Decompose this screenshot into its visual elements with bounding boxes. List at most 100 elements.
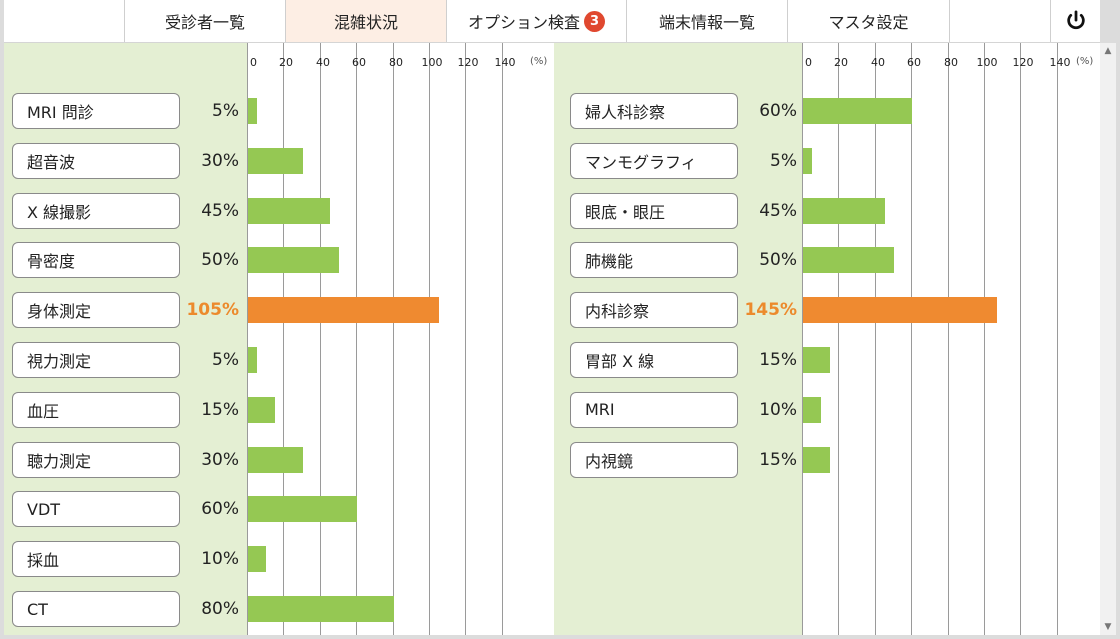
gridline bbox=[838, 43, 839, 635]
congestion-bar bbox=[248, 546, 267, 573]
gridline bbox=[429, 43, 430, 635]
gridline bbox=[1020, 43, 1021, 635]
congestion-percent: 10% bbox=[201, 549, 239, 570]
station-label[interactable]: X 線撮影 bbox=[12, 192, 180, 229]
station-label[interactable]: 眼底・眼圧 bbox=[570, 192, 738, 229]
congestion-bar bbox=[803, 446, 831, 473]
gridline bbox=[393, 43, 394, 635]
tab-label: オプション検査 bbox=[467, 13, 580, 32]
station-label[interactable]: 内科診察 bbox=[570, 292, 738, 329]
station-label[interactable]: 肺機能 bbox=[570, 242, 738, 279]
x-tick-label: 140 bbox=[1049, 56, 1071, 69]
congestion-percent: 30% bbox=[201, 449, 239, 470]
station-label[interactable]: VDT bbox=[12, 491, 180, 528]
tab-patient-list[interactable]: 受診者一覧 bbox=[124, 0, 285, 42]
congestion-percent: 45% bbox=[201, 200, 239, 221]
congestion-bar bbox=[803, 396, 822, 423]
gridline bbox=[356, 43, 357, 635]
tab-label: 混雑状況 bbox=[333, 13, 398, 32]
congestion-bar bbox=[248, 247, 339, 274]
gridline bbox=[320, 43, 321, 635]
x-tick-label: 80 bbox=[944, 56, 958, 69]
congestion-bar bbox=[248, 347, 258, 373]
x-tick-label: 60 bbox=[352, 56, 366, 69]
congestion-percent: 15% bbox=[759, 350, 797, 370]
tab-option-exam[interactable]: オプション検査 3 bbox=[446, 0, 626, 42]
station-label[interactable]: 骨密度 bbox=[12, 242, 180, 279]
scroll-down-arrow[interactable]: ▼ bbox=[1104, 622, 1112, 632]
congestion-bar bbox=[248, 446, 303, 473]
congestion-percent: 145% bbox=[744, 300, 797, 321]
x-tick-label: 40 bbox=[316, 56, 330, 69]
x-tick-label: 80 bbox=[389, 56, 403, 69]
gridline bbox=[911, 43, 912, 635]
gridline bbox=[502, 43, 503, 635]
station-label[interactable]: CT bbox=[12, 591, 180, 627]
tab-label: マスタ設定 bbox=[828, 13, 909, 32]
top-nav: 受診者一覧 混雑状況 オプション検査 3 端末情報一覧 マスタ設定 bbox=[4, 0, 1100, 43]
gridline bbox=[283, 43, 284, 635]
station-label[interactable]: 超音波 bbox=[12, 142, 180, 179]
gridline bbox=[465, 43, 466, 635]
station-label[interactable]: 婦人科診察 bbox=[570, 93, 738, 129]
congestion-bar bbox=[248, 147, 303, 174]
congestion-bar bbox=[803, 247, 894, 274]
congestion-bar-over bbox=[248, 297, 440, 324]
congestion-percent: 10% bbox=[759, 399, 797, 420]
congestion-bar bbox=[803, 147, 813, 174]
station-label[interactable]: 身体測定 bbox=[12, 292, 180, 329]
tab-congestion[interactable]: 混雑状況 bbox=[285, 0, 446, 42]
gridline bbox=[1057, 43, 1058, 635]
x-axis-unit: (%) bbox=[1076, 56, 1094, 67]
congestion-percent: 5% bbox=[212, 101, 239, 121]
station-label[interactable]: 視力測定 bbox=[12, 342, 180, 378]
scroll-up-arrow[interactable]: ▲ bbox=[1104, 46, 1112, 56]
power-button[interactable] bbox=[1050, 0, 1100, 42]
panel-background bbox=[4, 43, 247, 635]
gridline bbox=[984, 43, 985, 635]
x-tick-label: 120 bbox=[457, 56, 479, 69]
power-icon bbox=[1067, 10, 1085, 30]
congestion-percent: 5% bbox=[212, 350, 239, 370]
panel-background bbox=[554, 43, 802, 635]
congestion-percent: 30% bbox=[201, 150, 239, 171]
gridline bbox=[875, 43, 876, 635]
x-tick-label: 0 bbox=[805, 56, 812, 69]
congestion-percent: 80% bbox=[201, 599, 239, 619]
congestion-bar bbox=[248, 98, 258, 124]
congestion-percent: 15% bbox=[759, 449, 797, 470]
station-label[interactable]: マンモグラフィ bbox=[570, 142, 738, 179]
x-tick-label: 20 bbox=[834, 56, 848, 69]
x-tick-label: 120 bbox=[1012, 56, 1034, 69]
station-label[interactable]: 採血 bbox=[12, 541, 180, 578]
x-tick-label: 60 bbox=[907, 56, 921, 69]
congestion-percent: 5% bbox=[770, 150, 797, 171]
congestion-panel-left: 0 20 40 60 80 100 120 140 (%) MRI 問診 5% 超音波 30% X 線撮影… bbox=[4, 43, 554, 635]
congestion-bar bbox=[803, 197, 885, 224]
chart-area: 0 20 40 60 80 100 120 140 (%) bbox=[247, 43, 554, 635]
congestion-bar-over bbox=[803, 297, 997, 324]
x-tick-label: 40 bbox=[871, 56, 885, 69]
gridline bbox=[802, 43, 803, 635]
x-tick-label: 100 bbox=[976, 56, 998, 69]
x-tick-label: 0 bbox=[250, 56, 257, 69]
scrollbar[interactable]: ▲ ▼ bbox=[1100, 43, 1116, 635]
gridline bbox=[948, 43, 949, 635]
tab-terminal-list[interactable]: 端末情報一覧 bbox=[626, 0, 787, 42]
station-label[interactable]: MRI bbox=[570, 391, 738, 428]
tab-label: 端末情報一覧 bbox=[658, 13, 755, 32]
station-label[interactable]: 血圧 bbox=[12, 391, 180, 428]
congestion-percent: 45% bbox=[759, 200, 797, 221]
app-window: 受診者一覧 混雑状況 オプション検査 3 端末情報一覧 マスタ設定 0 20 40 6… bbox=[4, 0, 1100, 635]
congestion-bar bbox=[803, 347, 831, 373]
station-label[interactable]: 胃部 X 線 bbox=[570, 342, 738, 378]
x-axis-unit: (%) bbox=[530, 56, 548, 67]
station-label[interactable]: MRI 問診 bbox=[12, 93, 180, 129]
station-label[interactable]: 内視鏡 bbox=[570, 441, 738, 478]
chart-area: 0 20 40 60 80 100 120 140 (%) bbox=[802, 43, 1100, 635]
congestion-percent: 60% bbox=[759, 101, 797, 121]
x-tick-label: 100 bbox=[421, 56, 443, 69]
congestion-percent: 105% bbox=[186, 300, 239, 321]
station-label[interactable]: 聴力測定 bbox=[12, 441, 180, 478]
tab-master-settings[interactable]: マスタ設定 bbox=[787, 0, 950, 42]
